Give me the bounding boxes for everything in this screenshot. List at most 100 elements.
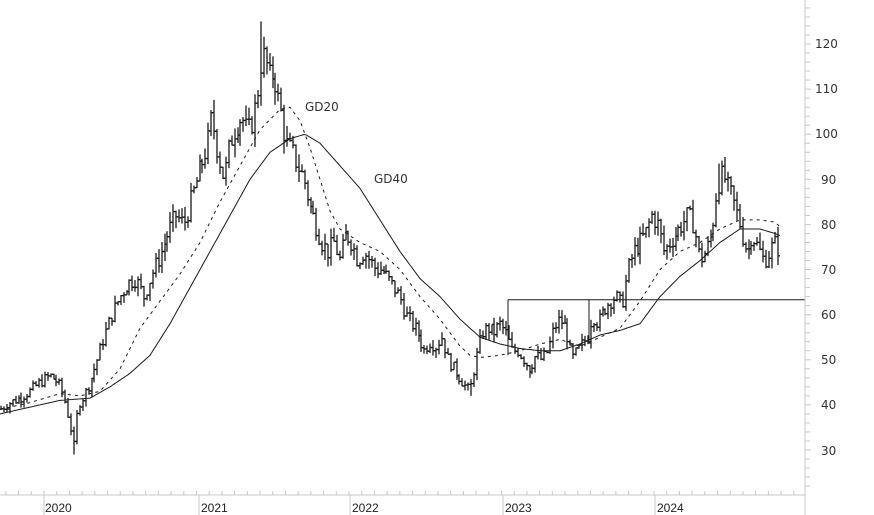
ohlc-bar [633, 237, 637, 266]
ohlc-bar [113, 295, 117, 323]
ohlc-bar [303, 169, 307, 190]
ohlc-bar [332, 227, 336, 242]
ohlc-bar [265, 46, 269, 75]
ohlc-bar [326, 243, 330, 267]
ohlc-bar [589, 319, 593, 349]
ohlc-bar [352, 243, 356, 261]
ohlc-bar [361, 256, 365, 265]
ohlc-bar [700, 242, 704, 268]
ohlc-bar [726, 171, 730, 192]
ohlc-bar [268, 53, 272, 71]
ohlc-bar [776, 226, 780, 266]
x-tick-label-2024: 2024 [657, 501, 684, 515]
ohlc-bar [323, 233, 327, 260]
ohlc-bar [177, 209, 181, 223]
ohlc-bar [130, 275, 134, 292]
ohlc-bar [306, 180, 310, 207]
ohlc-bar [373, 257, 377, 277]
ohlc-bar [142, 285, 146, 307]
price-bars [0, 21, 780, 455]
ohlc-bar [25, 393, 29, 403]
ohlc-bar [405, 306, 409, 317]
ohlc-bar [349, 239, 353, 256]
ohlc-bar [72, 426, 76, 455]
ohlc-bar [66, 397, 70, 418]
ohlc-bar [548, 336, 552, 354]
ohlc-bar [221, 166, 225, 180]
horizontal-resistance-line [507, 299, 805, 356]
ohlc-bar [104, 321, 108, 347]
y-axis-labels: 120 110 100 90 80 70 60 50 40 30 [815, 37, 838, 458]
ohlc-bar [428, 343, 432, 354]
ohlc-bar [215, 129, 219, 164]
ohlc-bar [764, 249, 768, 269]
ohlc-bar [741, 217, 745, 247]
ohlc-bar [376, 262, 380, 279]
ohlc-bar [133, 279, 137, 292]
ohlc-bar [256, 90, 260, 109]
ohlc-bar [206, 122, 210, 165]
ohlc-bar [247, 107, 251, 126]
ohlc-bar [685, 207, 689, 232]
ohlc-bar [317, 228, 321, 246]
ohlc-bar [241, 117, 245, 132]
ohlc-bar [738, 204, 742, 230]
ohlc-bar [98, 342, 102, 361]
x-tick-label-2022: 2022 [352, 501, 379, 515]
y-tick-label: 70 [821, 263, 836, 277]
ohlc-bar [338, 250, 342, 261]
ohlc-bar [171, 204, 175, 232]
ohlc-bar [69, 413, 73, 436]
ohlc-bar [668, 238, 672, 253]
ohlc-bar [612, 296, 616, 315]
ohlc-bar [75, 410, 79, 445]
ohlc-bar [276, 83, 280, 102]
x-tick-label-2020: 2020 [45, 501, 72, 515]
plot-area [0, 21, 805, 455]
ohlc-bar [31, 380, 35, 391]
ohlc-bar [650, 210, 654, 224]
ohlc-bar [151, 269, 155, 289]
gd20-moving-average-line [0, 106, 781, 410]
ohlc-bar [691, 199, 695, 234]
ohlc-bar [355, 245, 359, 267]
ohlc-bar [522, 356, 526, 367]
ohlc-bar [186, 216, 190, 228]
gd20-label: GD20 [305, 100, 339, 114]
ohlc-bar [732, 185, 736, 211]
ohlc-bar [452, 361, 456, 371]
gd40-moving-average-line [0, 133, 781, 415]
ohlc-bar [478, 329, 482, 354]
ohlc-bar [250, 116, 254, 135]
ohlc-bar [5, 404, 9, 413]
ohlc-bar [735, 191, 739, 221]
ohlc-bar [466, 382, 470, 391]
x-axis: 2020 2021 2022 2023 2024 [0, 491, 805, 515]
ohlc-bar [443, 338, 447, 359]
y-tick-label: 60 [821, 308, 836, 322]
ohlc-bar [688, 205, 692, 211]
ohlc-bar [487, 323, 491, 340]
x-tick-label-2023: 2023 [505, 501, 532, 515]
ohlc-bar [431, 340, 435, 356]
ohlc-bar [653, 210, 657, 235]
ohlc-bar [560, 310, 564, 330]
y-axis-ticks [805, 7, 811, 487]
x-axis-labels: 2020 2021 2022 2023 2024 [43, 495, 684, 515]
x-tick-label-2021: 2021 [201, 501, 228, 515]
ohlc-bar [218, 151, 222, 175]
ohlc-bar [157, 249, 161, 273]
y-tick-label: 110 [815, 82, 838, 96]
ohlc-bar [469, 379, 473, 396]
ohlc-bar [379, 261, 383, 275]
ohlc-bar [387, 270, 391, 282]
ohlc-bar [110, 317, 114, 326]
ohlc-bar [533, 355, 537, 373]
ohlc-bar [703, 250, 707, 263]
ohlc-bar [449, 352, 453, 372]
ohlc-bar [647, 218, 651, 238]
ohlc-bar [43, 371, 47, 388]
ohlc-bar [320, 240, 324, 256]
ohlc-bar [233, 128, 237, 158]
y-tick-label: 50 [821, 353, 836, 367]
